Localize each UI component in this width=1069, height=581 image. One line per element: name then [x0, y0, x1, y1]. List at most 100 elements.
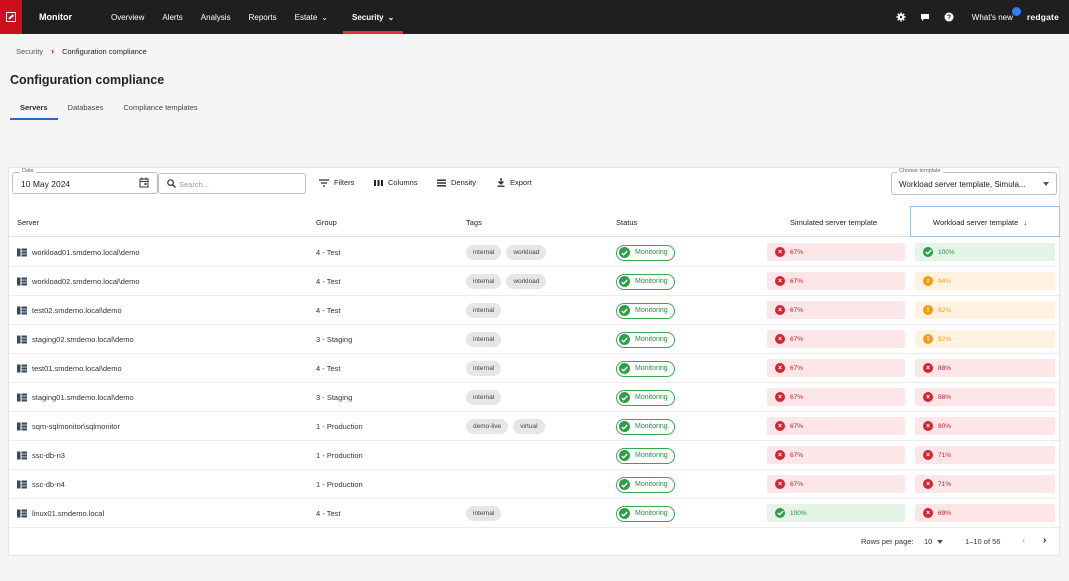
table-row[interactable]: staging01.smdemo.local\demo 3 - Staging …: [9, 383, 1061, 412]
gear-icon[interactable]: [896, 12, 906, 22]
column-header-workload[interactable]: Workload server template ↓: [933, 218, 1028, 227]
simulated-score[interactable]: × 67%: [767, 301, 905, 319]
server-cell[interactable]: staging02.smdemo.local\demo: [17, 325, 134, 354]
breadcrumb-security[interactable]: Security: [16, 46, 44, 56]
columns-button[interactable]: Columns: [374, 178, 418, 187]
nav-security[interactable]: Security ⌄: [343, 0, 404, 34]
server-name[interactable]: workload01.smdemo.local\demo: [32, 248, 140, 257]
calendar-icon[interactable]: [139, 177, 149, 190]
search-field[interactable]: [158, 173, 306, 194]
rows-per-page-label: Rows per page:: [861, 537, 914, 546]
workload-score[interactable]: × 71%: [915, 475, 1055, 493]
workload-score[interactable]: ! 92%: [915, 301, 1055, 319]
sort-down-arrow-icon[interactable]: ↓: [1023, 218, 1028, 227]
workload-score[interactable]: × 71%: [915, 446, 1055, 464]
server-name[interactable]: ssc-db-n3: [32, 451, 65, 460]
tag-chip[interactable]: workload: [506, 245, 547, 260]
server-cell[interactable]: test01.smdemo.local\demo: [17, 354, 122, 383]
table-row[interactable]: ssc-db-n4 1 - Production Monitoring × 67…: [9, 470, 1061, 499]
tab-databases[interactable]: Databases: [67, 103, 104, 112]
whats-new-link[interactable]: What's new: [972, 6, 1021, 22]
workload-score[interactable]: 100%: [915, 243, 1055, 261]
workload-score[interactable]: × 88%: [915, 359, 1055, 377]
tag-chip[interactable]: internal: [466, 303, 502, 318]
column-header-simulated[interactable]: Simulated server template: [790, 218, 878, 227]
chat-icon[interactable]: [920, 13, 930, 22]
next-page-button[interactable]: ›: [1043, 535, 1047, 546]
search-input[interactable]: [179, 177, 299, 191]
server-name[interactable]: test02.smdemo.local\demo: [32, 306, 122, 315]
simulated-score[interactable]: × 67%: [767, 446, 905, 464]
simulated-score[interactable]: × 67%: [767, 272, 905, 290]
table-row[interactable]: workload01.smdemo.local\demo 4 - Test in…: [9, 238, 1061, 267]
app-logo-icon[interactable]: [0, 0, 22, 34]
table-row[interactable]: linux01.smdemo.local 4 - Test internal M…: [9, 499, 1061, 528]
help-icon[interactable]: ?: [944, 12, 954, 22]
simulated-score[interactable]: 100%: [767, 504, 905, 522]
workload-score[interactable]: ! 92%: [915, 330, 1055, 348]
tag-chip[interactable]: internal: [466, 274, 502, 289]
simulated-score[interactable]: × 67%: [767, 243, 905, 261]
date-picker[interactable]: Date 10 May 2024: [12, 168, 158, 194]
previous-page-button[interactable]: ‹: [1022, 535, 1026, 546]
server-name[interactable]: staging02.smdemo.local\demo: [32, 335, 134, 344]
server-cell[interactable]: staging01.smdemo.local\demo: [17, 383, 134, 412]
table-row[interactable]: test01.smdemo.local\demo 4 - Test intern…: [9, 354, 1061, 383]
tab-servers[interactable]: Servers: [10, 100, 58, 120]
server-cell[interactable]: workload01.smdemo.local\demo: [17, 238, 140, 267]
column-header-tags[interactable]: Tags: [466, 218, 482, 227]
server-cell[interactable]: workload02.smdemo.local\demo: [17, 267, 140, 296]
workload-score[interactable]: ! 94%: [915, 272, 1055, 290]
tag-chip[interactable]: internal: [466, 361, 502, 376]
workload-score[interactable]: × 69%: [915, 504, 1055, 522]
server-cell[interactable]: ssc-db-n3: [17, 441, 65, 470]
filters-button[interactable]: Filters: [319, 178, 354, 187]
nav-reports[interactable]: Reports: [248, 12, 277, 22]
server-name[interactable]: linux01.smdemo.local: [32, 509, 105, 518]
workload-score[interactable]: × 80%: [915, 417, 1055, 435]
server-name[interactable]: test01.smdemo.local\demo: [32, 364, 122, 373]
simulated-score[interactable]: × 67%: [767, 359, 905, 377]
tag-chip[interactable]: internal: [466, 390, 502, 405]
tag-chip[interactable]: demo-live: [466, 419, 509, 434]
column-header-group[interactable]: Group: [316, 218, 337, 227]
nav-estate[interactable]: Estate ⌄: [294, 12, 328, 22]
table-row[interactable]: staging02.smdemo.local\demo 3 - Staging …: [9, 325, 1061, 354]
group-cell: 4 - Test: [316, 509, 341, 518]
table-row[interactable]: sqm-sqlmonitor\sqlmonitor 1 - Production…: [9, 412, 1061, 441]
rows-per-page-select[interactable]: 10: [924, 537, 944, 546]
simulated-score[interactable]: × 67%: [767, 417, 905, 435]
server-cell[interactable]: sqm-sqlmonitor\sqlmonitor: [17, 412, 120, 441]
server-name[interactable]: workload02.smdemo.local\demo: [32, 277, 140, 286]
tag-chip[interactable]: internal: [466, 245, 502, 260]
table-row[interactable]: test02.smdemo.local\demo 4 - Test intern…: [9, 296, 1061, 325]
workload-score[interactable]: × 88%: [915, 388, 1055, 406]
server-cell[interactable]: ssc-db-n4: [17, 470, 65, 499]
tag-chip[interactable]: internal: [466, 332, 502, 347]
tag-chip[interactable]: internal: [466, 506, 502, 521]
column-header-server[interactable]: Server: [17, 218, 40, 227]
column-header-workload-box[interactable]: [910, 206, 1060, 237]
table-row[interactable]: workload02.smdemo.local\demo 4 - Test in…: [9, 267, 1061, 296]
simulated-score[interactable]: × 67%: [767, 330, 905, 348]
density-icon: [437, 179, 446, 186]
simulated-score[interactable]: × 67%: [767, 388, 905, 406]
table-row[interactable]: ssc-db-n3 1 - Production Monitoring × 67…: [9, 441, 1061, 470]
export-button[interactable]: Export: [497, 178, 532, 187]
server-name[interactable]: ssc-db-n4: [32, 480, 65, 489]
tag-chip[interactable]: virtual: [513, 419, 545, 434]
nav-analysis[interactable]: Analysis: [200, 12, 231, 22]
simulated-score[interactable]: × 67%: [767, 475, 905, 493]
server-cell[interactable]: test02.smdemo.local\demo: [17, 296, 122, 325]
app-name[interactable]: Monitor: [39, 12, 72, 22]
server-name[interactable]: sqm-sqlmonitor\sqlmonitor: [32, 422, 120, 431]
density-button[interactable]: Density: [437, 178, 476, 187]
tab-compliance-templates[interactable]: Compliance templates: [123, 103, 198, 112]
nav-overview[interactable]: Overview: [111, 12, 145, 22]
template-select[interactable]: Choose template Workload server template…: [891, 168, 1057, 195]
tag-chip[interactable]: workload: [506, 274, 547, 289]
server-name[interactable]: staging01.smdemo.local\demo: [32, 393, 134, 402]
column-header-status[interactable]: Status: [616, 218, 638, 227]
nav-alerts[interactable]: Alerts: [162, 12, 183, 22]
server-cell[interactable]: linux01.smdemo.local: [17, 499, 104, 528]
